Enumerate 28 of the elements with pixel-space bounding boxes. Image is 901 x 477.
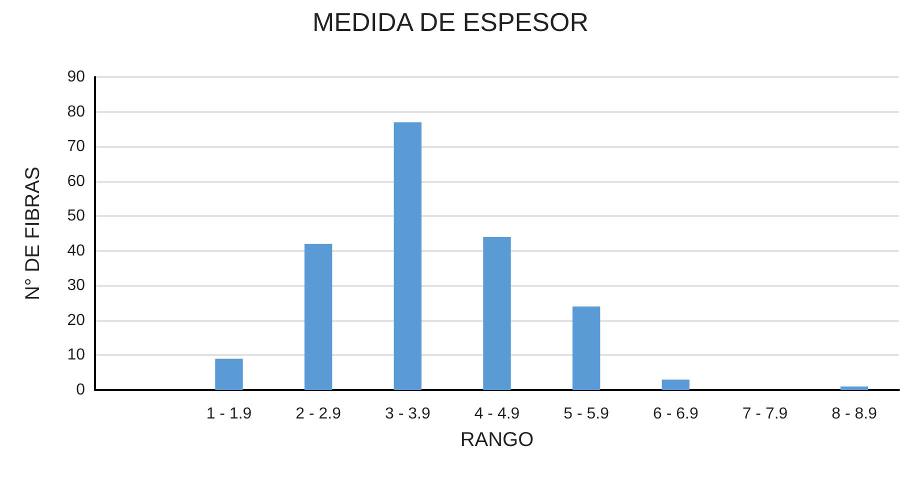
x-tick-label: 7 - 7.9 [742,406,788,422]
bar [304,244,332,390]
x-tick-label: 3 - 3.9 [384,406,430,422]
y-tick-label: 50 [67,208,86,225]
x-tick-label: 6 - 6.9 [652,406,698,422]
y-tick-label: 60 [67,172,86,190]
bar [572,306,600,390]
y-tick-label: 80 [67,103,86,120]
bar [840,386,868,390]
chart-title: MEDIDA DE ESPESOR [312,7,588,37]
x-tick-label: 4 - 4.9 [474,406,520,422]
x-tick-label: 5 - 5.9 [564,406,610,422]
x-tick-label: 2 - 2.9 [296,406,342,422]
x-tick-label: 1 - 1.9 [206,406,252,422]
y-tick-label: 20 [67,312,86,329]
y-tick-label: 90 [67,68,86,86]
y-tick-label: 10 [67,346,86,364]
y-tick-label: 30 [67,277,86,294]
y-axis-title: N° DE FIBRAS [22,166,44,300]
bar [662,380,690,390]
bar [483,236,511,390]
x-axis-title: RANGO [460,429,534,451]
bar [215,358,243,390]
y-tick-label: 40 [67,242,86,260]
x-tick-label: 8 - 8.9 [832,406,878,422]
bar [394,122,422,390]
y-tick-label: 70 [67,138,86,156]
y-tick-label: 0 [76,382,86,398]
